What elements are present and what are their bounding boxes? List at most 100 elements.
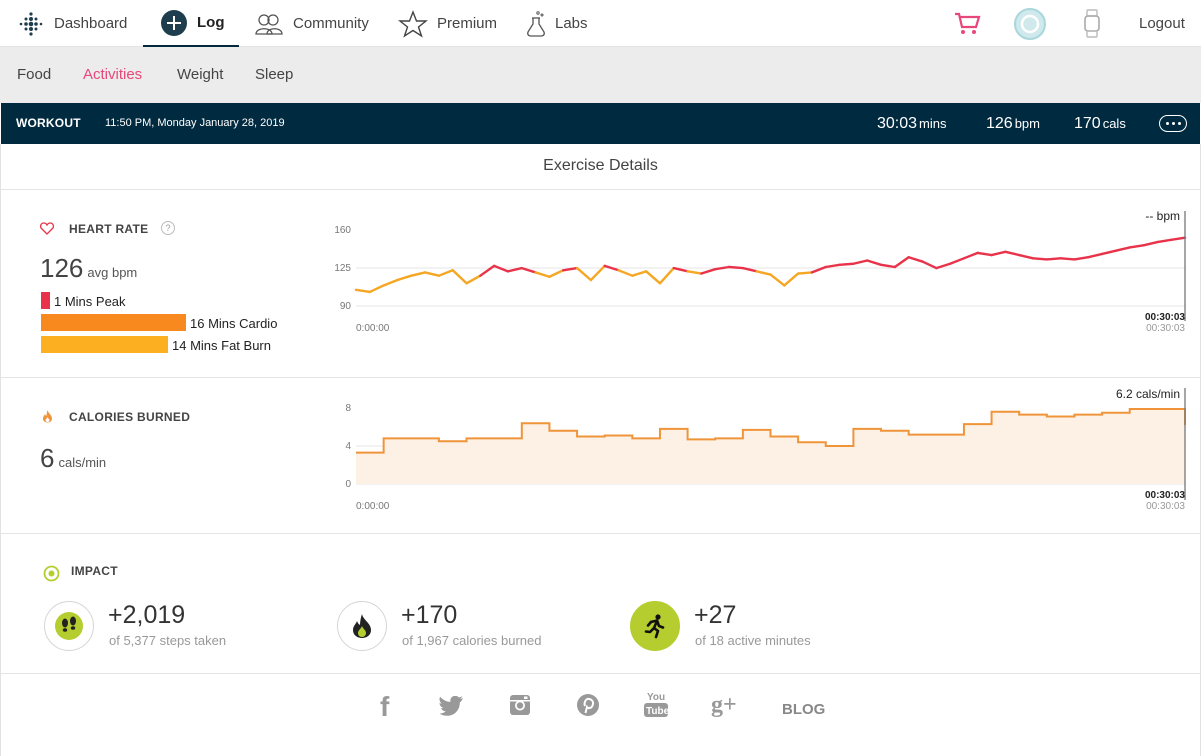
logout-link[interactable]: Logout (1139, 0, 1185, 47)
cal-ytick: 0 (345, 479, 351, 490)
hr-segment (1114, 246, 1131, 252)
zone-label-cardio: 16 Mins Cardio (190, 316, 278, 331)
hr-segment (893, 256, 910, 269)
active-minutes-impact-sub: of 18 active minutes (695, 633, 811, 648)
instagram-link[interactable] (509, 694, 531, 721)
hr-segment (838, 262, 855, 267)
hr-segment (769, 273, 786, 287)
calories-label: CALORIES BURNED (69, 410, 191, 424)
fitbit-logo-icon (19, 11, 43, 36)
cal-ytick: 8 (345, 403, 351, 414)
nav-premium[interactable]: Premium (398, 0, 497, 47)
hr-segment (935, 262, 952, 270)
hr-series (354, 236, 1187, 294)
cart-button[interactable] (953, 0, 981, 47)
hr-segment (548, 269, 565, 278)
hr-segment (1087, 252, 1104, 259)
zone-label-peak: 1 Mins Peak (54, 294, 126, 309)
facebook-link[interactable]: f (378, 691, 392, 725)
hr-segment (783, 272, 800, 287)
cal-end-time-bold: 00:30:03 (1145, 490, 1185, 501)
zone-bar-peak (41, 292, 50, 309)
heart-rate-avg-unit: avg bpm (87, 265, 138, 280)
nav-log[interactable]: Log (143, 0, 239, 47)
duration-unit: mins (919, 116, 947, 131)
google-plus-icon: g+ (711, 692, 737, 718)
hr-segment (451, 269, 468, 285)
hr-segment (644, 270, 662, 285)
nav-labs[interactable]: Labs (526, 0, 588, 47)
facebook-glyph: f (380, 692, 390, 720)
hr-segment (589, 264, 606, 282)
hr-segment (1018, 253, 1035, 260)
hr-segment (1031, 257, 1049, 261)
flame-icon (43, 410, 52, 423)
workout-bpm: 126 bpm (986, 103, 1040, 144)
hr-segment (506, 266, 524, 273)
heart-rate-chart[interactable]: 160 125 90 -- bpm 00:30:03 0:00:00 00:30… (330, 205, 1190, 340)
heart-icon (40, 222, 54, 235)
hr-segment (1004, 250, 1021, 257)
cals-unit: cals (1102, 116, 1126, 131)
hr-segment (368, 284, 385, 294)
cal-x-start: 0:00:00 (356, 501, 390, 512)
nav-dashboard[interactable]: Dashboard (17, 0, 127, 47)
section-divider (1, 377, 1200, 378)
hr-segment (354, 288, 372, 294)
subnav-weight[interactable]: Weight (177, 66, 224, 83)
instagram-icon (510, 695, 530, 715)
blog-link[interactable]: BLOG (782, 701, 826, 718)
youtube-link[interactable]: You Tube (644, 690, 670, 723)
hr-segment (658, 266, 675, 285)
facebook-icon: f (380, 691, 390, 722)
hr-segment (1059, 257, 1076, 261)
twitter-icon (439, 695, 463, 716)
nav-dashboard-label: Dashboard (54, 15, 128, 32)
cal-area-fill (356, 408, 1185, 484)
nav-premium-label: Premium (437, 15, 498, 32)
hr-readout: -- bpm (1145, 209, 1180, 223)
hr-segment (410, 271, 427, 277)
youtube-glyph-bottom: Tube (646, 706, 668, 717)
hr-segment (617, 269, 634, 277)
community-icon (255, 13, 283, 35)
hr-segment (437, 269, 454, 277)
calories-chart[interactable]: 8 4 0 6.2 cals/min 00:30:03 0:00:00 00:3… (330, 384, 1190, 519)
pinterest-link[interactable] (576, 693, 600, 722)
calories-unit: cals/min (58, 455, 107, 470)
subnav-activities[interactable]: Activities (83, 66, 143, 83)
nav-community[interactable]: Community (254, 0, 369, 47)
subnav-sleep[interactable]: Sleep (255, 66, 294, 83)
hr-segment (866, 259, 883, 267)
zone-label-fat-burn: 14 Mins Fat Burn (172, 338, 271, 353)
more-options-button[interactable] (1159, 115, 1187, 132)
hr-segment (962, 251, 979, 260)
active-minutes-impact-value: +27 (694, 601, 737, 629)
hr-segment (741, 266, 758, 273)
device-button[interactable] (1082, 0, 1102, 47)
hr-segment (879, 263, 897, 269)
hr-segment (603, 264, 620, 272)
heart-rate-label: HEART RATE (69, 222, 149, 236)
google-plus-link[interactable]: g+ (711, 691, 739, 722)
hr-segment (1073, 256, 1090, 261)
hr-segment (575, 266, 593, 282)
hr-segment (990, 250, 1007, 257)
hr-segment (1128, 244, 1145, 249)
heart-rate-help-icon[interactable]: ? (161, 221, 175, 235)
hr-ytick: 125 (334, 263, 351, 274)
hr-segment (714, 265, 731, 271)
hr-segment (520, 266, 537, 274)
avatar[interactable] (1013, 0, 1047, 47)
hr-segment (686, 270, 703, 275)
nav-log-label: Log (197, 14, 225, 31)
hr-segment (948, 257, 966, 265)
sub-nav: Food Activities Weight Sleep (0, 47, 1201, 103)
subnav-food[interactable]: Food (17, 66, 52, 83)
flame-badge-icon (353, 614, 371, 638)
active-minutes-impact-badge (630, 601, 680, 651)
workout-header: WORKOUT 11:50 PM, Monday January 28, 201… (1, 103, 1200, 144)
duration-value: 30:03 (877, 115, 918, 132)
steps-impact-sub: of 5,377 steps taken (109, 633, 227, 648)
twitter-link[interactable] (439, 695, 463, 721)
